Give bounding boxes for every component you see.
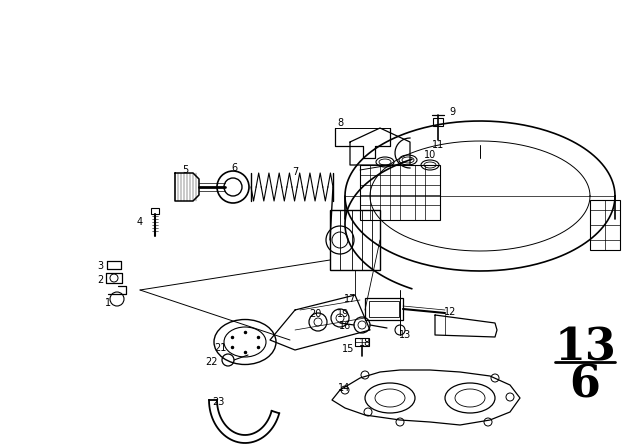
Text: 12: 12 — [444, 307, 456, 317]
Text: 14: 14 — [338, 383, 350, 393]
Text: 2: 2 — [97, 275, 103, 285]
Bar — [369, 301, 399, 317]
Text: 23: 23 — [212, 397, 224, 407]
Bar — [590, 200, 620, 250]
Bar — [355, 338, 369, 346]
Text: 18: 18 — [359, 338, 371, 348]
Text: 9: 9 — [449, 107, 455, 117]
Text: 15: 15 — [342, 344, 354, 354]
Text: 13: 13 — [554, 327, 616, 370]
Bar — [365, 298, 403, 320]
Text: 13: 13 — [399, 330, 411, 340]
Text: 19: 19 — [337, 309, 349, 319]
Bar — [360, 165, 440, 220]
Bar — [151, 208, 159, 214]
Text: 20: 20 — [309, 309, 321, 319]
Text: 6: 6 — [570, 363, 600, 406]
Text: 10: 10 — [424, 150, 436, 160]
Text: 6: 6 — [231, 163, 237, 173]
Text: 5: 5 — [182, 165, 188, 175]
Text: 3: 3 — [97, 261, 103, 271]
Bar — [330, 210, 380, 270]
Text: 11: 11 — [432, 140, 444, 150]
Bar — [433, 118, 443, 126]
Text: 4: 4 — [137, 217, 143, 227]
Text: 21: 21 — [214, 343, 226, 353]
Text: 1: 1 — [105, 298, 111, 308]
Text: 8: 8 — [337, 118, 343, 128]
Text: 17: 17 — [344, 294, 356, 304]
Text: 7: 7 — [292, 167, 298, 177]
Text: 16: 16 — [339, 321, 351, 331]
Text: 22: 22 — [205, 357, 218, 367]
